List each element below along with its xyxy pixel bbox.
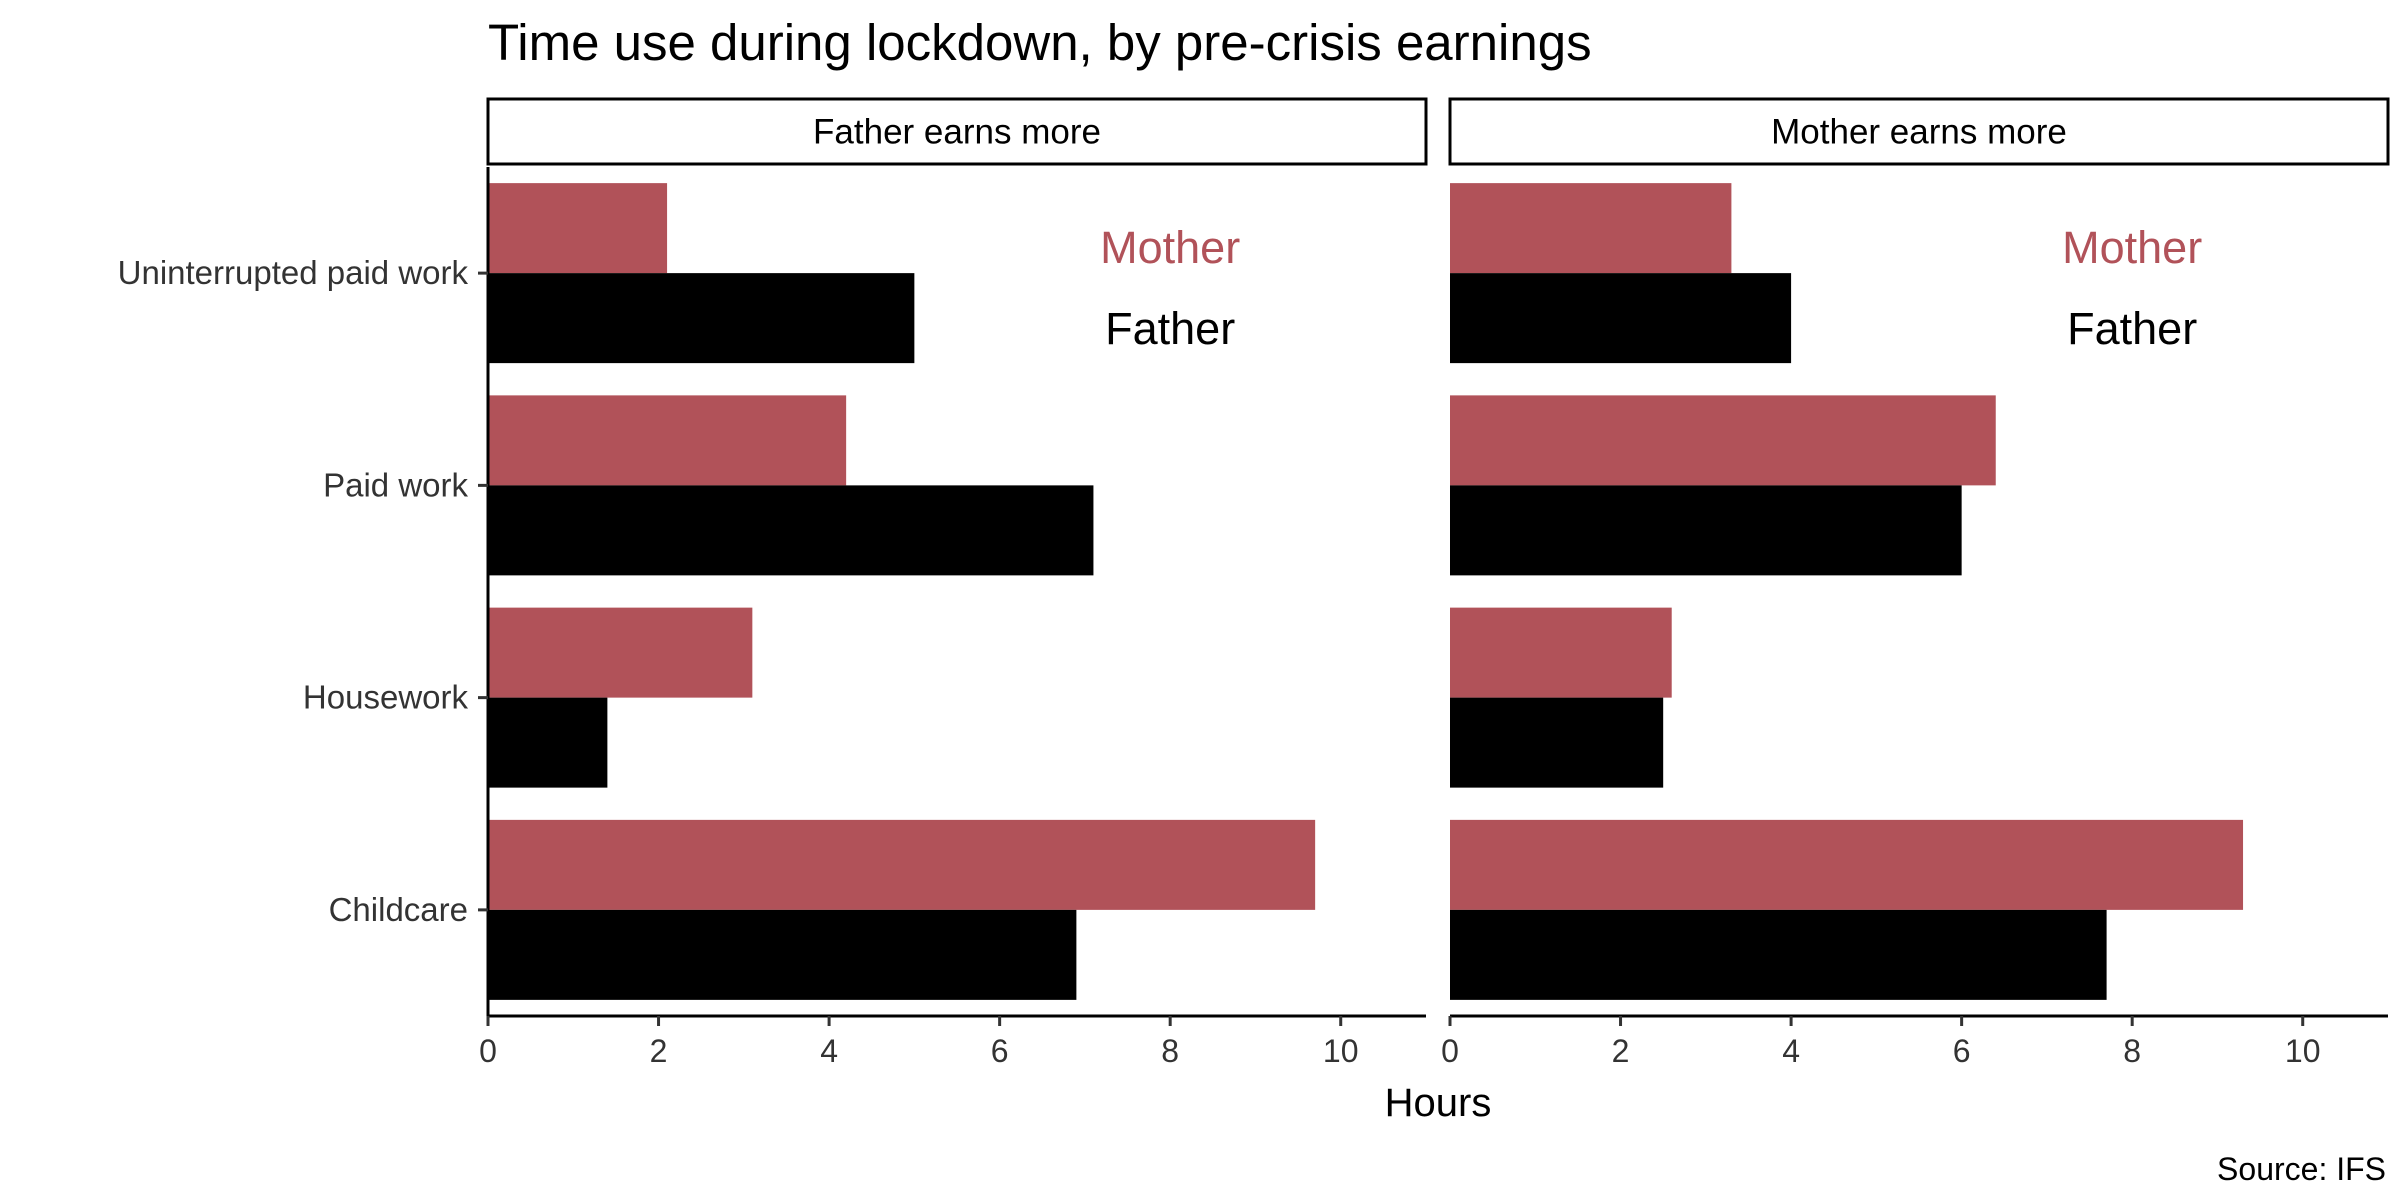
x-tick-label: 4 [1782,1033,1800,1069]
bar-father-paid-work [488,485,1094,576]
chart-title: Time use during lockdown, by pre-crisis … [488,14,1592,71]
x-tick-label: 6 [991,1033,1009,1069]
panel-strip [1448,97,2390,166]
category-label-housework: Housework [303,679,469,716]
category-label-paid-work: Paid work [323,466,468,503]
legend-father: Father [1105,303,1235,354]
x-tick-label: 10 [1323,1033,1359,1069]
x-tick-label: 0 [1441,1033,1459,1069]
x-tick-label: 4 [820,1033,838,1069]
bar-mother-housework [488,607,753,698]
category-label-childcare: Childcare [329,891,468,928]
bar-mother-childcare [1450,819,2244,910]
panel-strip [486,97,1428,166]
x-tick-label: 2 [650,1033,668,1069]
bar-mother-uninterrupted-paid-work [1450,183,1732,274]
panel-strip-label: Father earns more [813,113,1101,152]
bar-father-housework [1450,697,1664,788]
bar-mother-housework [1450,607,1672,698]
x-tick-label: 6 [1953,1033,1971,1069]
bar-mother-paid-work [488,395,847,486]
bar-father-uninterrupted-paid-work [1450,273,1792,364]
bar-father-paid-work [1450,485,1962,576]
panel-father-earns-more: Father earns more 0 2 4 6 8 10 Mother Father [479,97,1428,1069]
panel-strip-label: Mother earns more [1771,113,2067,152]
x-tick-label: 8 [1161,1033,1179,1069]
x-tick-label: 10 [2285,1033,2321,1069]
legend-mother: Mother [2062,222,2202,273]
legend-father: Father [2067,303,2197,354]
bar-mother-childcare [488,819,1316,910]
source-caption: Source: IFS [2217,1151,2386,1187]
panel-mother-earns-more: Mother earns more 0 2 4 6 8 10 Mother Father [1441,97,2390,1069]
bar-father-uninterrupted-paid-work [488,273,915,364]
category-label-uninterrupted-paid-work: Uninterrupted paid work [118,254,469,291]
x-tick-label: 2 [1612,1033,1630,1069]
bar-father-childcare [488,909,1077,1000]
x-axis-title: Hours [1385,1081,1492,1125]
x-tick-label: 0 [479,1033,497,1069]
bar-father-childcare [1450,909,2107,1000]
x-tick-label: 8 [2123,1033,2141,1069]
legend-mother: Mother [1100,222,1240,273]
bar-father-housework [488,697,608,788]
bar-mother-uninterrupted-paid-work [488,183,668,274]
bar-mother-paid-work [1450,395,1996,486]
category-labels: Uninterrupted paid work Paid work Housewor… [118,254,488,928]
